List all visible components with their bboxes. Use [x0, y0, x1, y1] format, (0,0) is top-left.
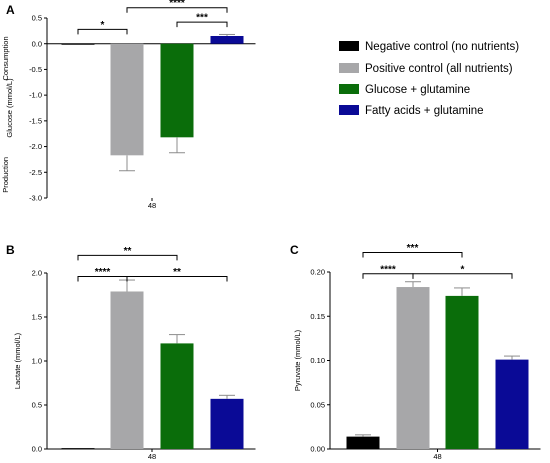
- x-category-label-B: 48: [148, 452, 156, 461]
- y-tick-label-B: 1.0: [32, 357, 42, 366]
- panel-letter-C: C: [290, 243, 299, 257]
- y-tick-label-A: -3.0: [29, 194, 42, 203]
- significance-C-1: *: [412, 264, 513, 279]
- y-tick-label-A: 0.0: [32, 39, 42, 48]
- legend-label-fatty: Fatty acids + glutamine: [365, 105, 484, 117]
- legend-label-glucose: Glucose + glutamine: [365, 84, 470, 96]
- bar-B-fatty: [210, 398, 244, 449]
- bar-B-glucose: [160, 343, 194, 449]
- significance-label: ***: [196, 13, 208, 24]
- x-category-label-A: 48: [148, 201, 156, 210]
- significance-bracket: [362, 252, 463, 258]
- y-tick-label-A: -2.5: [29, 168, 42, 177]
- y-tick-label-C: 0.20: [310, 268, 325, 277]
- y-axis-label-C: Pyruvate (mmol/L): [293, 329, 302, 391]
- panels: A 48 0.5 0.0 -0.5 -1.0 -1.5 -2.0 -2.5 -3.0 Glucose…: [1, 0, 541, 461]
- significance-bracket: [77, 28, 128, 35]
- significance-label: **: [173, 267, 181, 278]
- side-label-production: Production: [1, 157, 10, 193]
- legend-entry-glucose: Glucose + glutamine: [339, 84, 470, 96]
- x-category-label-C: 48: [433, 452, 441, 461]
- y-tick-label-A: 0.5: [32, 14, 42, 23]
- y-axis-label-B: Lactate (mmol/L): [13, 332, 22, 389]
- bar-A-negative: [61, 43, 95, 45]
- y-tick-label-B: 0.0: [32, 445, 42, 454]
- significance-bracket: [126, 7, 228, 13]
- bar-B-negative: [61, 448, 95, 450]
- significance-label: **: [124, 246, 132, 257]
- significance-C-2: ***: [362, 243, 463, 258]
- bar-C-negative: [346, 436, 380, 449]
- legend-swatch-fatty: [339, 105, 359, 115]
- y-tick-label-A: -2.0: [29, 142, 42, 151]
- y-tick-label-A: -1.5: [29, 116, 42, 125]
- significance-B-0: ****: [77, 267, 128, 282]
- significance-label: ****: [169, 0, 185, 9]
- legend-swatch-glucose: [339, 84, 359, 94]
- y-tick-label-A: -1.0: [29, 91, 42, 100]
- legend-label-negative: Negative control (no nutrients): [365, 41, 519, 53]
- y-tick-label-A: -0.5: [29, 65, 42, 74]
- y-tick-label-C: 0.05: [310, 400, 325, 409]
- significance-B-2: **: [77, 246, 178, 261]
- significance-label: *: [101, 20, 105, 31]
- bar-C-fatty: [495, 359, 529, 449]
- y-tick-label-C: 0.15: [310, 312, 325, 321]
- significance-C-0: ****: [362, 264, 414, 279]
- side-label-consumption: Consumption: [1, 36, 10, 80]
- legend-entry-fatty: Fatty acids + glutamine: [339, 105, 484, 117]
- bar-C-positive: [396, 287, 430, 449]
- bar-C-glucose: [445, 295, 479, 449]
- bar-A-positive: [110, 43, 144, 156]
- y-tick-label-B: 0.5: [32, 401, 42, 410]
- y-tick-label-C: 0.00: [310, 445, 325, 454]
- significance-label: ****: [95, 267, 111, 278]
- legend: Negative control (no nutrients) Positive…: [339, 41, 519, 117]
- significance-A-1: ****: [126, 0, 228, 13]
- legend-label-positive: Positive control (all nutrients): [365, 63, 513, 75]
- significance-A-0: *: [77, 20, 128, 35]
- y-tick-label-C: 0.10: [310, 356, 325, 365]
- significance-bracket: [126, 276, 228, 282]
- bar-A-glucose: [160, 43, 194, 138]
- bar-A-fatty: [210, 36, 244, 44]
- legend-swatch-positive: [339, 63, 359, 73]
- panel-C: C 48 0.00 0.05 0.10 0.15 0.20 Pyruvate (mmol/L)…: [290, 243, 541, 461]
- significance-bracket: [77, 254, 178, 261]
- significance-label: ***: [407, 243, 419, 254]
- significance-label: *: [461, 264, 465, 275]
- y-tick-label-B: 2.0: [32, 269, 42, 278]
- significance-A-2: ***: [176, 13, 228, 28]
- legend-entry-positive: Positive control (all nutrients): [339, 63, 513, 75]
- bar-B-positive: [110, 291, 144, 449]
- significance-bracket: [412, 273, 513, 279]
- legend-entry-negative: Negative control (no nutrients): [339, 41, 519, 53]
- significance-B-1: **: [126, 267, 228, 282]
- y-axis-label-A: Glucose (mmol/L): [5, 78, 14, 138]
- panel-A: A 48 0.5 0.0 -0.5 -1.0 -1.5 -2.0 -2.5 -3.0 Glucose…: [1, 0, 256, 210]
- panel-letter-B: B: [6, 243, 15, 257]
- legend-swatch-negative: [339, 41, 359, 51]
- significance-bracket: [176, 21, 228, 28]
- significance-label: ****: [380, 264, 396, 275]
- y-tick-label-B: 1.5: [32, 313, 42, 322]
- panel-letter-A: A: [6, 3, 15, 17]
